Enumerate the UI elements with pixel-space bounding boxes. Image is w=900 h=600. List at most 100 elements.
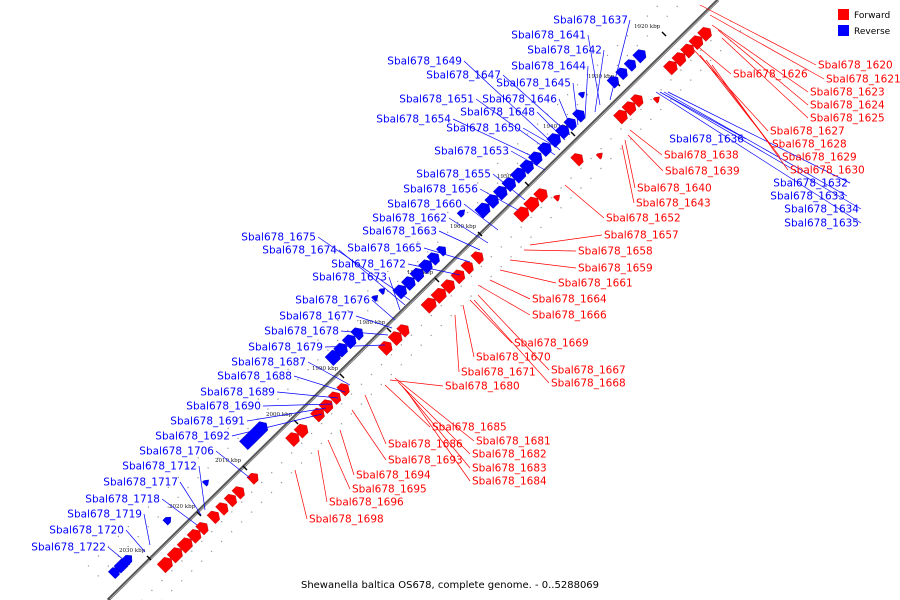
reverse-gene-label[interactable]: Sbal678_1678 — [264, 326, 339, 338]
reverse-gene-label[interactable]: Sbal678_1644 — [511, 61, 586, 73]
forward-gene[interactable] — [621, 101, 637, 116]
forward-gene[interactable] — [595, 152, 603, 160]
forward-gene[interactable] — [156, 557, 173, 574]
forward-gene[interactable] — [688, 35, 704, 51]
reverse-gene-label[interactable]: Sbal678_1660 — [387, 199, 462, 211]
reverse-gene-label[interactable]: Sbal678_1662 — [372, 213, 447, 225]
reverse-gene-label[interactable]: Sbal678_1722 — [31, 542, 106, 554]
reverse-gene-label[interactable]: Sbal678_1665 — [347, 243, 422, 255]
reverse-gene-label[interactable]: Sbal678_1674 — [262, 245, 337, 257]
reverse-gene-label[interactable]: Sbal678_1673 — [312, 272, 387, 284]
forward-gene[interactable] — [246, 472, 259, 485]
forward-gene[interactable] — [430, 287, 447, 304]
forward-gene-label[interactable]: Sbal678_1698 — [309, 514, 384, 526]
forward-gene[interactable] — [663, 60, 678, 76]
forward-gene-label[interactable]: Sbal678_1628 — [772, 139, 847, 151]
forward-gene-label[interactable]: Sbal678_1625 — [810, 113, 885, 125]
forward-gene-label[interactable]: Sbal678_1683 — [472, 463, 547, 475]
forward-gene[interactable] — [387, 331, 403, 346]
reverse-gene[interactable] — [510, 167, 527, 184]
forward-gene-label[interactable]: Sbal678_1684 — [472, 476, 547, 488]
forward-gene-label[interactable]: Sbal678_1629 — [782, 152, 857, 164]
reverse-gene-label[interactable]: Sbal678_1656 — [403, 184, 478, 196]
forward-gene[interactable] — [396, 324, 410, 338]
forward-gene[interactable] — [460, 261, 474, 275]
forward-gene[interactable] — [533, 188, 548, 203]
forward-gene-label[interactable]: Sbal678_1627 — [770, 126, 845, 138]
reverse-gene[interactable] — [484, 194, 500, 209]
reverse-gene[interactable] — [623, 59, 637, 72]
reverse-gene[interactable] — [501, 177, 517, 193]
forward-gene[interactable] — [176, 537, 193, 554]
forward-gene[interactable] — [336, 383, 350, 397]
forward-gene[interactable] — [553, 194, 560, 202]
reverse-gene[interactable] — [546, 133, 562, 148]
reverse-gene-label[interactable]: Sbal678_1691 — [170, 416, 245, 428]
forward-gene-label[interactable]: Sbal678_1693 — [388, 455, 463, 467]
forward-gene-label[interactable]: Sbal678_1666 — [532, 310, 607, 322]
forward-gene-label[interactable]: Sbal678_1669 — [514, 338, 589, 350]
forward-gene[interactable] — [420, 297, 437, 314]
forward-gene[interactable] — [231, 486, 245, 500]
forward-gene-label[interactable]: Sbal678_1696 — [329, 497, 404, 509]
forward-gene[interactable] — [652, 96, 660, 104]
forward-gene-label[interactable]: Sbal678_1671 — [461, 367, 536, 379]
reverse-gene-label[interactable]: Sbal678_1690 — [186, 401, 261, 413]
reverse-gene-label[interactable]: Sbal678_1675 — [241, 232, 316, 244]
forward-gene-label[interactable]: Sbal678_1661 — [558, 278, 633, 290]
forward-gene[interactable] — [285, 432, 300, 447]
forward-gene-label[interactable]: Sbal678_1695 — [352, 484, 427, 496]
forward-gene-label[interactable]: Sbal678_1694 — [356, 470, 431, 482]
reverse-gene-label[interactable]: Sbal678_1642 — [527, 45, 602, 57]
forward-gene[interactable] — [318, 399, 334, 414]
forward-gene[interactable] — [440, 279, 456, 295]
reverse-gene[interactable] — [426, 252, 440, 266]
forward-gene-label[interactable]: Sbal678_1643 — [636, 198, 711, 210]
reverse-gene-label[interactable]: Sbal678_1634 — [784, 204, 859, 216]
reverse-gene-label[interactable]: Sbal678_1651 — [399, 94, 474, 106]
reverse-gene[interactable] — [162, 516, 172, 526]
reverse-gene[interactable] — [492, 185, 508, 201]
reverse-gene-label[interactable]: Sbal678_1637 — [553, 15, 628, 27]
forward-gene-label[interactable]: Sbal678_1639 — [665, 166, 740, 178]
reverse-gene[interactable] — [202, 479, 209, 487]
reverse-gene-label[interactable]: Sbal678_1706 — [139, 446, 214, 458]
reverse-gene-label[interactable]: Sbal678_1717 — [103, 477, 178, 489]
reverse-gene-label[interactable]: Sbal678_1718 — [85, 494, 160, 506]
reverse-gene[interactable] — [418, 259, 433, 275]
reverse-gene-label[interactable]: Sbal678_1655 — [416, 169, 491, 181]
reverse-gene[interactable] — [401, 276, 416, 291]
forward-gene-label[interactable]: Sbal678_1680 — [445, 381, 520, 393]
reverse-gene-label[interactable]: Sbal678_1645 — [496, 78, 571, 90]
forward-gene-label[interactable]: Sbal678_1623 — [810, 87, 885, 99]
reverse-gene[interactable] — [577, 91, 585, 99]
forward-gene[interactable] — [450, 269, 466, 285]
forward-gene-label[interactable]: Sbal678_1664 — [532, 294, 607, 306]
reverse-gene-label[interactable]: Sbal678_1633 — [770, 191, 845, 203]
reverse-gene-label[interactable]: Sbal678_1635 — [784, 218, 859, 230]
reverse-gene[interactable] — [537, 142, 552, 157]
reverse-gene[interactable] — [378, 288, 386, 295]
forward-gene[interactable] — [186, 529, 202, 544]
forward-gene-label[interactable]: Sbal678_1657 — [604, 230, 679, 242]
forward-gene-label[interactable]: Sbal678_1638 — [664, 150, 739, 162]
forward-gene-label[interactable]: Sbal678_1670 — [476, 352, 551, 364]
forward-gene[interactable] — [513, 206, 530, 223]
forward-gene-label[interactable]: Sbal678_1685 — [432, 422, 507, 434]
forward-gene[interactable] — [215, 502, 229, 516]
reverse-gene-label[interactable]: Sbal678_1679 — [248, 342, 323, 354]
reverse-gene[interactable] — [456, 209, 466, 218]
forward-gene-label[interactable]: Sbal678_1682 — [472, 449, 547, 461]
reverse-gene-label[interactable]: Sbal678_1632 — [773, 178, 848, 190]
reverse-gene-label[interactable]: Sbal678_1649 — [387, 56, 462, 68]
reverse-gene-label[interactable]: Sbal678_1677 — [279, 311, 354, 323]
reverse-gene-label[interactable]: Sbal678_1653 — [434, 146, 509, 158]
reverse-gene-label[interactable]: Sbal678_1688 — [217, 371, 292, 383]
forward-gene[interactable] — [523, 196, 540, 213]
reverse-gene-label[interactable]: Sbal678_1692 — [155, 431, 230, 443]
reverse-gene[interactable] — [341, 334, 357, 350]
forward-gene-label[interactable]: Sbal678_1667 — [551, 365, 626, 377]
reverse-gene-label[interactable]: Sbal678_1712 — [122, 461, 197, 473]
forward-gene-label[interactable]: Sbal678_1681 — [476, 436, 551, 448]
forward-gene[interactable] — [293, 423, 309, 439]
